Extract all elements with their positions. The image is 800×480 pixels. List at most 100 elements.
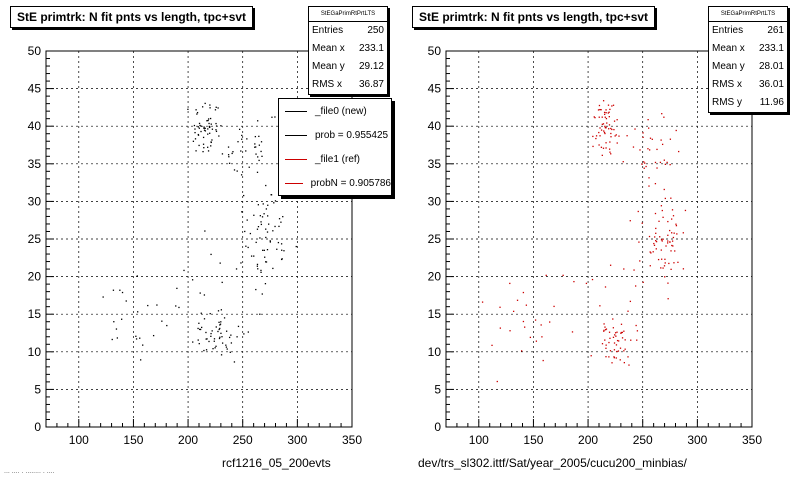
left-marker [255, 153, 257, 155]
right-marker [648, 177, 650, 179]
left-marker [221, 281, 223, 284]
left-marker [215, 122, 217, 125]
right-marker [663, 188, 665, 191]
right-marker [603, 330, 605, 332]
left-marker [248, 166, 250, 168]
right-marker [629, 220, 631, 222]
left-marker [142, 344, 144, 346]
left-marker [282, 215, 284, 218]
left-marker [260, 269, 262, 272]
right-marker [614, 332, 617, 334]
left-y-tick-label: 30 [28, 194, 42, 208]
left-marker [204, 130, 207, 132]
right-stats-row: RMS y 11.96 [712, 97, 784, 108]
left-marker [264, 283, 267, 285]
left-marker [211, 128, 214, 130]
right-marker [615, 134, 617, 136]
right-marker [684, 209, 687, 212]
right-marker [677, 261, 679, 263]
right-marker [655, 240, 658, 243]
left-marker [198, 144, 200, 147]
left-marker [254, 135, 257, 138]
right-marker [623, 330, 625, 332]
left-marker [125, 300, 127, 302]
left-marker [203, 129, 206, 131]
right-marker [599, 127, 601, 129]
left-marker [214, 109, 217, 111]
right-plot-caption: dev/trs_sl302.ittf/Sat/year_2005/cucu200… [418, 456, 687, 470]
right-marker [592, 145, 594, 148]
right-marker [616, 142, 618, 144]
right-marker [605, 328, 608, 330]
right-marker [608, 356, 610, 358]
right-marker [613, 120, 616, 122]
right-marker [663, 265, 666, 267]
right-marker [669, 138, 672, 140]
left-marker [210, 332, 212, 335]
left-marker [274, 200, 277, 202]
right-marker [607, 104, 610, 106]
left-marker [176, 287, 178, 290]
left-marker [196, 111, 199, 114]
left-marker [236, 336, 238, 338]
left-marker [267, 204, 269, 206]
left-marker [260, 223, 263, 226]
left-marker [235, 268, 238, 270]
right-marker [637, 210, 639, 213]
right-marker [529, 336, 532, 339]
right-marker [656, 148, 658, 151]
right-y-tick-label: 10 [428, 345, 442, 359]
right-marker [605, 127, 607, 129]
left-marker [136, 275, 138, 277]
right-marker [604, 125, 606, 127]
right-y-tick-label: 45 [428, 82, 442, 96]
right-marker [660, 249, 662, 251]
right-marker [609, 141, 611, 143]
left-marker [240, 174, 243, 176]
right-marker [649, 251, 651, 253]
right-marker [655, 227, 657, 230]
left-marker [207, 118, 210, 120]
right-marker [666, 242, 669, 244]
right-marker [667, 298, 669, 300]
left-marker [261, 293, 263, 295]
right-marker [648, 127, 650, 129]
left-x-tick-label: 150 [123, 433, 143, 447]
right-marker [672, 245, 674, 247]
left-marker [217, 330, 219, 333]
left-marker [197, 327, 199, 330]
right-marker [674, 250, 676, 252]
left-marker [220, 309, 223, 311]
right-marker [673, 262, 675, 264]
left-marker [261, 216, 264, 218]
left-marker [228, 336, 231, 339]
right-marker [608, 124, 611, 126]
left-marker [139, 337, 141, 339]
left-marker [272, 230, 274, 232]
left-marker [236, 170, 238, 172]
right-marker [639, 260, 641, 262]
left-marker [208, 340, 210, 343]
right-marker [671, 209, 674, 211]
right-marker [605, 117, 608, 120]
right-y-tick-label: 40 [428, 119, 442, 133]
left-marker [213, 340, 215, 342]
right-marker [549, 321, 551, 323]
right-marker [591, 278, 594, 281]
left-marker [121, 318, 123, 320]
left-marker [215, 125, 218, 127]
left-marker [207, 133, 209, 135]
left-marker [147, 304, 149, 307]
right-marker [611, 128, 613, 131]
right-marker [534, 319, 537, 321]
right-x-tick-label: 350 [742, 433, 762, 447]
left-marker [214, 347, 216, 349]
left-plot-caption: rcf1216_05_200evts [222, 456, 331, 470]
left-marker [203, 318, 206, 320]
left-marker [243, 194, 245, 197]
right-marker [608, 148, 611, 150]
left-marker [194, 138, 197, 140]
left-marker [201, 326, 203, 329]
left-marker [230, 342, 233, 344]
left-marker [220, 354, 223, 356]
